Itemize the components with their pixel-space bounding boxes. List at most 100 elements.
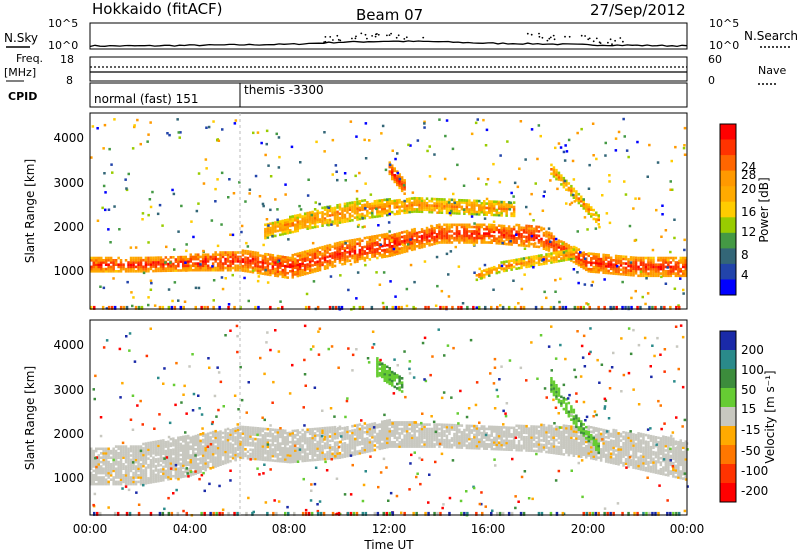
power-cell bbox=[189, 264, 192, 268]
power-cell bbox=[425, 201, 429, 205]
power-cell bbox=[117, 270, 120, 273]
velocity-cell bbox=[271, 428, 275, 431]
velocity-cell bbox=[286, 447, 289, 450]
power-cell bbox=[301, 215, 304, 218]
power-cell bbox=[224, 257, 227, 261]
velocity-cell bbox=[149, 452, 153, 455]
power-cell bbox=[440, 202, 444, 206]
power-cell bbox=[632, 271, 635, 275]
power-cell bbox=[410, 210, 414, 214]
power-cell bbox=[542, 240, 546, 244]
power-sparse-cell bbox=[207, 125, 211, 129]
power-cell bbox=[366, 209, 369, 213]
power-cell bbox=[450, 198, 454, 202]
power-cell bbox=[455, 236, 459, 240]
power-sparse-cell bbox=[231, 233, 235, 237]
power-near-range-cell bbox=[472, 305, 475, 310]
power-cell bbox=[336, 241, 339, 245]
power-cell bbox=[570, 251, 573, 254]
power-cell bbox=[351, 239, 354, 242]
velocity-cell bbox=[231, 445, 235, 449]
power-cell bbox=[664, 261, 668, 264]
velocity-cell bbox=[296, 431, 299, 434]
velocity-cell bbox=[264, 456, 267, 459]
power-cell bbox=[575, 199, 578, 202]
power-sparse-cell bbox=[368, 139, 371, 142]
power-cell bbox=[530, 255, 533, 259]
power-cell bbox=[333, 222, 337, 225]
velocity-cell bbox=[127, 454, 130, 457]
power-cell bbox=[393, 174, 396, 177]
power-cell bbox=[410, 206, 414, 209]
power-cell bbox=[488, 274, 491, 277]
power-cell bbox=[269, 271, 272, 274]
velocity-cell bbox=[169, 473, 173, 476]
power-cell bbox=[107, 270, 110, 273]
power-cell bbox=[388, 234, 391, 238]
power-cell bbox=[274, 269, 277, 273]
power-near-range-cell bbox=[119, 305, 123, 310]
power-cell bbox=[386, 211, 389, 215]
velocity-cell bbox=[114, 449, 118, 453]
velocity-cell bbox=[122, 467, 125, 470]
power-cell bbox=[632, 265, 635, 268]
power-near-range-cell bbox=[203, 305, 206, 310]
power-cell bbox=[261, 263, 265, 267]
power-cell bbox=[507, 243, 511, 246]
power-cell bbox=[127, 261, 130, 264]
power-cell bbox=[296, 229, 299, 233]
power-cell bbox=[580, 265, 583, 268]
velocity-cell bbox=[294, 453, 297, 457]
power-ytick-3000: 3000 bbox=[53, 176, 84, 190]
power-cell bbox=[249, 250, 252, 254]
velocity-cell bbox=[167, 464, 170, 468]
power-cell bbox=[271, 256, 275, 259]
power-cell bbox=[413, 243, 416, 246]
velocity-cell bbox=[313, 427, 317, 431]
velocity-cell bbox=[154, 442, 158, 446]
power-cell bbox=[388, 170, 391, 173]
power-cell bbox=[488, 230, 491, 233]
power-cell bbox=[323, 247, 327, 250]
power-cell bbox=[547, 259, 551, 262]
power-cell bbox=[532, 227, 536, 231]
power-cell bbox=[580, 254, 583, 257]
power-cell bbox=[540, 262, 543, 266]
power-cell bbox=[507, 238, 511, 242]
power-cell bbox=[604, 253, 608, 257]
power-cell bbox=[149, 258, 153, 262]
power-cell bbox=[510, 229, 513, 233]
power-cell bbox=[189, 266, 192, 270]
power-cell bbox=[256, 269, 260, 272]
power-cell bbox=[351, 219, 354, 222]
velocity-cell bbox=[164, 460, 168, 464]
power-cell bbox=[405, 238, 409, 242]
power-sparse-cell bbox=[113, 118, 116, 121]
power-cell bbox=[468, 201, 471, 205]
velocity-cell bbox=[286, 438, 289, 442]
power-cell bbox=[624, 273, 628, 276]
power-sparse-cell bbox=[499, 154, 502, 157]
power-cell bbox=[346, 217, 349, 221]
power-cell bbox=[415, 203, 419, 207]
velocity-cell bbox=[361, 449, 364, 452]
power-cell bbox=[433, 242, 436, 246]
power-cell bbox=[483, 232, 486, 235]
power-cell bbox=[525, 231, 528, 234]
velocity-cell bbox=[95, 463, 98, 466]
velocity-cell bbox=[90, 476, 93, 479]
velocity-cell bbox=[306, 446, 309, 449]
power-cell bbox=[483, 200, 486, 203]
power-cell bbox=[284, 269, 287, 272]
velocity-cell bbox=[284, 440, 287, 444]
power-panel: Slant Range [km] 1000 2000 3000 4000 28 … bbox=[23, 112, 771, 311]
velocity-cell bbox=[194, 437, 197, 440]
power-cell bbox=[326, 219, 329, 222]
power-cell bbox=[313, 221, 317, 224]
power-cell bbox=[264, 236, 267, 240]
velocity-cell bbox=[221, 440, 225, 444]
power-cell bbox=[497, 200, 501, 204]
velocity-cell bbox=[234, 427, 237, 430]
nsearch-point bbox=[611, 43, 613, 46]
velocity-cell bbox=[209, 467, 212, 470]
